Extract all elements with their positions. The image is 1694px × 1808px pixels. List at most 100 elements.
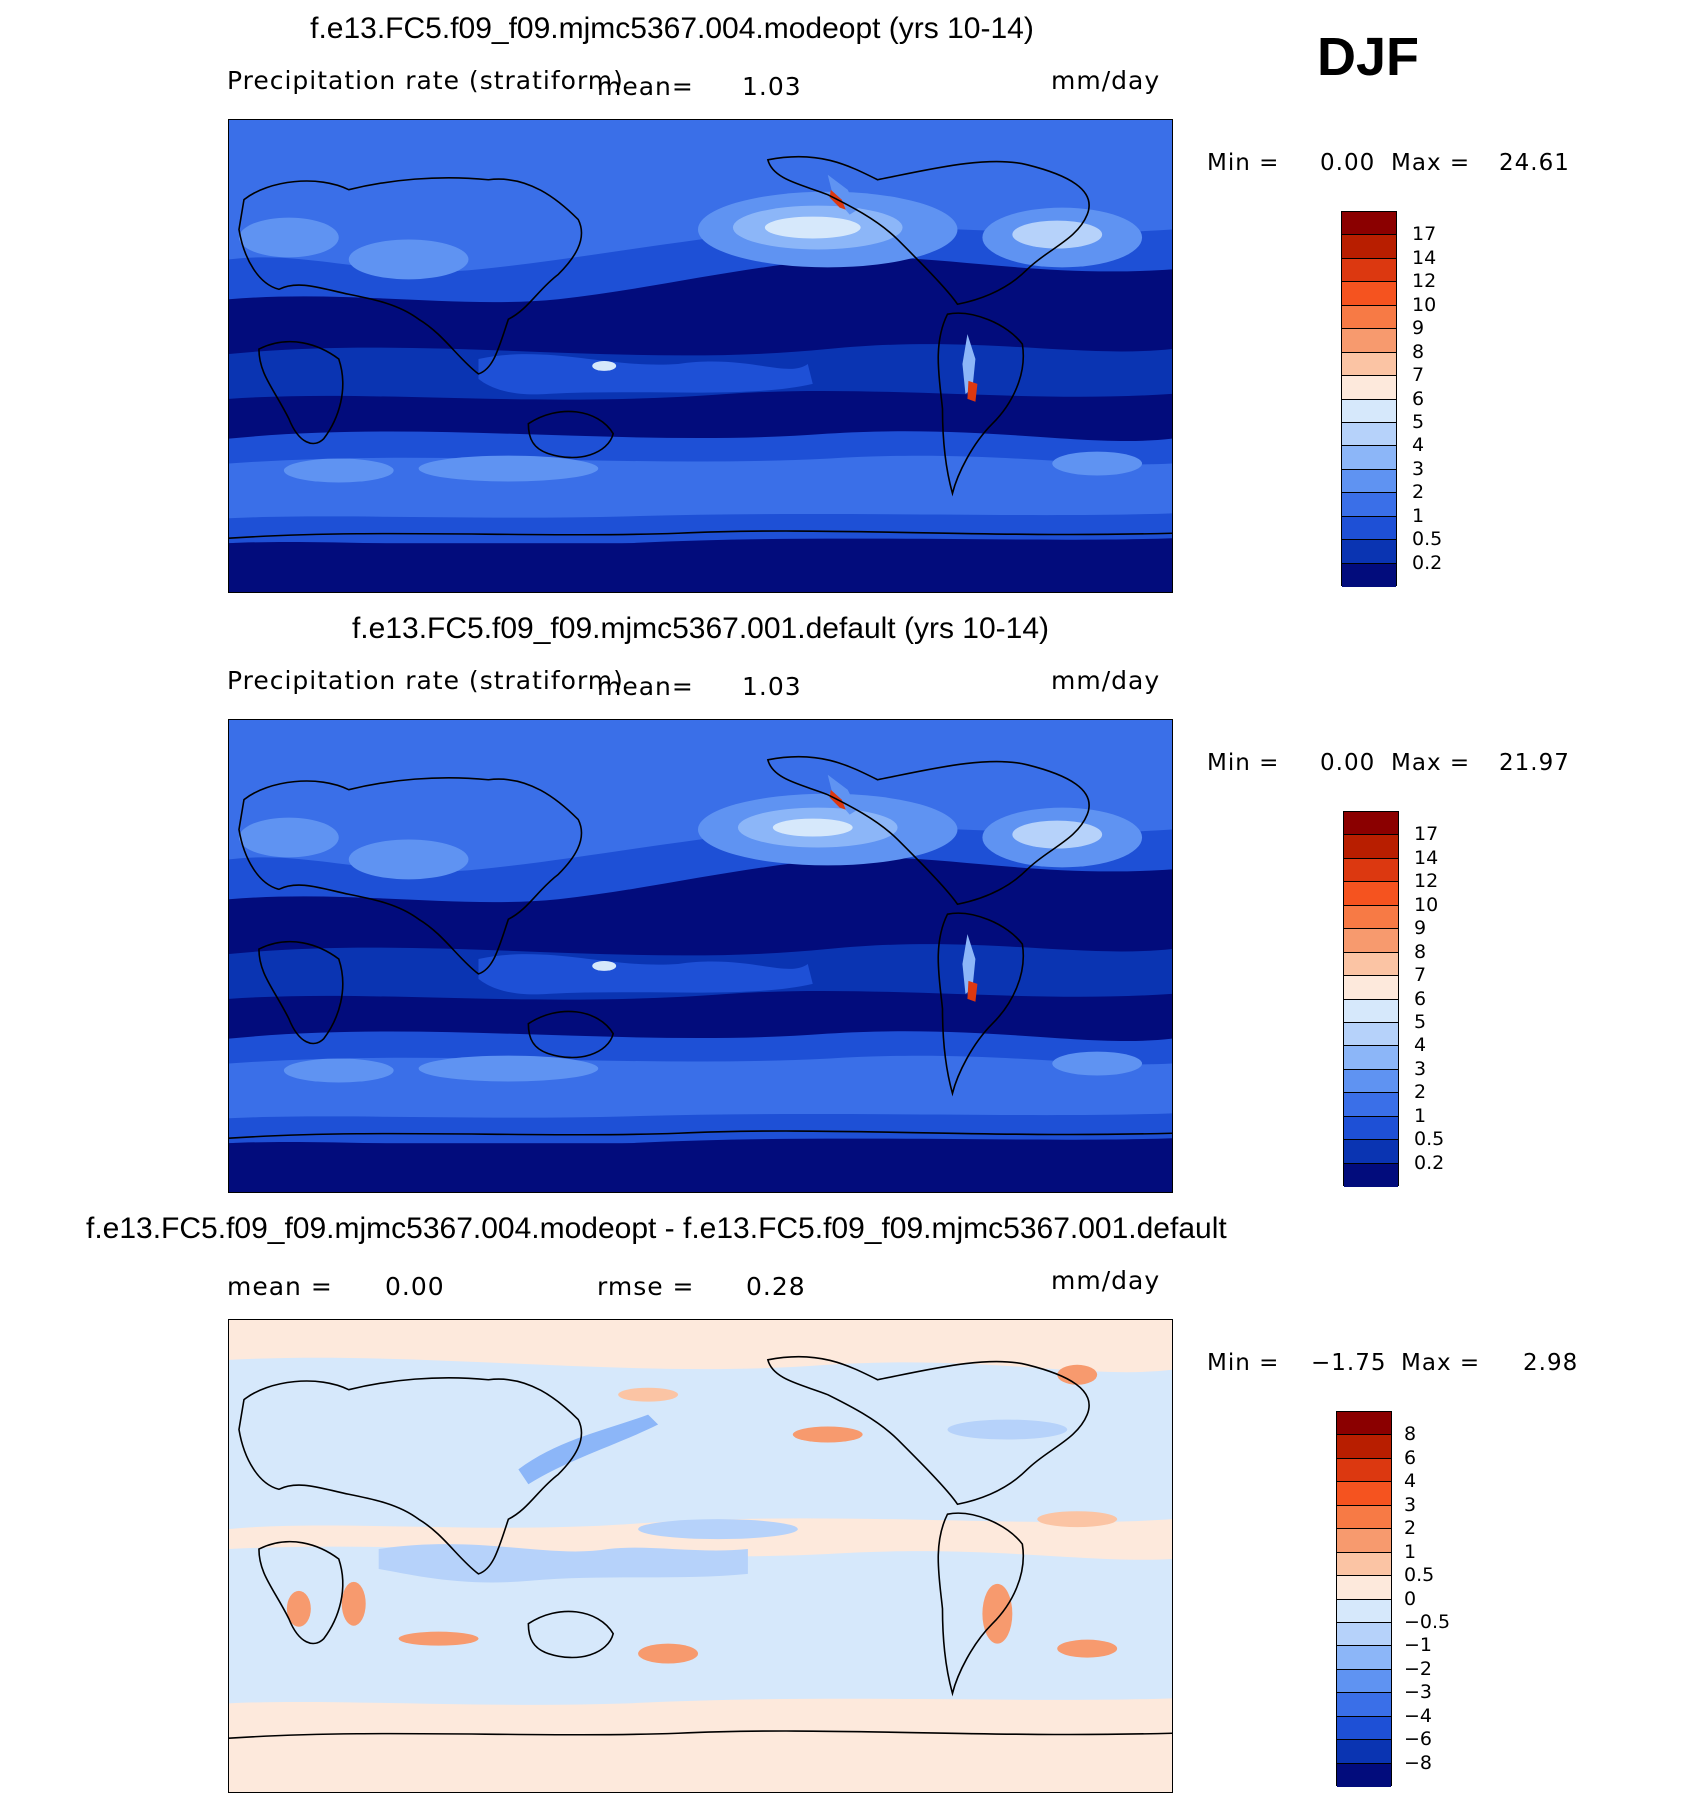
colorbar-swatch [1337, 1716, 1391, 1741]
colorbar-swatch [1337, 1435, 1391, 1459]
panel-3-title: f.e13.FC5.f09_f09.mjmc5367.004.modeopt -… [86, 1212, 1227, 1245]
panel-1-colorbar [1341, 211, 1397, 587]
colorbar-tick-label: 6 [1414, 987, 1427, 1010]
panel-2-min-value: 0.00 [1320, 750, 1376, 776]
colorbar-tick-label: 10 [1412, 293, 1437, 316]
colorbar-swatch [1342, 352, 1396, 377]
colorbar-swatch [1342, 329, 1396, 353]
colorbar-swatch [1342, 235, 1396, 259]
colorbar-swatch [1337, 1693, 1391, 1717]
colorbar-swatch [1344, 882, 1398, 906]
panel-1-title: f.e13.FC5.f09_f09.mjmc5367.004.modeopt (… [310, 12, 1034, 45]
colorbar-swatch [1342, 469, 1396, 494]
colorbar-tick-label: −2 [1404, 1657, 1433, 1680]
colorbar-tick-label: 4 [1412, 434, 1425, 457]
panel-3-mean-value: 0.00 [385, 1272, 445, 1301]
colorbar-tick-label: 0.2 [1412, 551, 1443, 574]
panel-3-mean-label: mean = [227, 1272, 333, 1301]
colorbar-swatch [1342, 563, 1396, 587]
colorbar-tick-label: 5 [1414, 1010, 1427, 1033]
panel-1-min-value: 0.00 [1320, 150, 1376, 176]
season-label: DJF [1317, 27, 1420, 87]
colorbar-swatch [1342, 493, 1396, 517]
colorbar-tick-label: 6 [1412, 387, 1425, 410]
colorbar-swatch [1337, 1412, 1391, 1436]
colorbar-swatch [1342, 258, 1396, 283]
colorbar-tick-label: 0.5 [1404, 1564, 1435, 1587]
colorbar-tick-label: 0.2 [1414, 1151, 1445, 1174]
colorbar-swatch [1344, 999, 1398, 1023]
colorbar-swatch [1344, 1163, 1398, 1187]
colorbar-swatch [1342, 282, 1396, 306]
colorbar-tick-label: 1 [1412, 504, 1425, 527]
panel-3-colorbar-labels: 8 6 4 3 2 1 0.5 0 −0.5 −1 −2 −3 −4 −6 −8 [1404, 1411, 1484, 1786]
colorbar-swatch [1342, 422, 1396, 447]
colorbar-tick-label: 1 [1414, 1104, 1427, 1127]
panel-2-colorbar-labels: 17 14 12 10 9 8 7 6 5 4 3 2 1 0.5 0.2 [1414, 811, 1494, 1186]
panel-2-max-label: Max = [1391, 750, 1471, 776]
colorbar-swatch [1342, 212, 1396, 236]
colorbar-tick-label: 8 [1414, 940, 1427, 963]
panel-3-rmse-value: 0.28 [746, 1272, 806, 1301]
colorbar-swatch [1337, 1529, 1391, 1553]
panel-1-min-label: Min = [1207, 150, 1280, 176]
colorbar-tick-label: 7 [1414, 964, 1427, 987]
panel-1-max-label: Max = [1391, 150, 1471, 176]
colorbar-tick-label: 12 [1414, 870, 1439, 893]
colorbar-swatch [1344, 1116, 1398, 1141]
colorbar-swatch [1342, 446, 1396, 470]
colorbar-swatch [1337, 1646, 1391, 1670]
colorbar-tick-label: 12 [1412, 270, 1437, 293]
panel-2-map [228, 719, 1173, 1193]
colorbar-tick-label: 4 [1404, 1470, 1417, 1493]
panel-2-units: mm/day [1051, 666, 1161, 695]
colorbar-tick-label: 7 [1412, 364, 1425, 387]
colorbar-swatch [1337, 1740, 1391, 1764]
panel-2-mean-label: mean= [597, 672, 694, 701]
colorbar-swatch [1344, 812, 1398, 836]
colorbar-swatch [1337, 1622, 1391, 1647]
colorbar-tick-label: −3 [1404, 1681, 1433, 1704]
colorbar-tick-label: −6 [1404, 1728, 1433, 1751]
colorbar-swatch [1337, 1458, 1391, 1483]
panel-2-max-value: 21.97 [1499, 750, 1570, 776]
colorbar-tick-label: 14 [1412, 246, 1437, 269]
colorbar-tick-label: 0.5 [1414, 1128, 1445, 1151]
colorbar-tick-label: 3 [1412, 457, 1425, 480]
panel-1-variable-label: Precipitation rate (stratiform) [227, 66, 624, 95]
panel-2-mean-value: 1.03 [742, 672, 802, 701]
colorbar-tick-label: 2 [1404, 1517, 1417, 1540]
colorbar-tick-label: −4 [1404, 1704, 1433, 1727]
colorbar-tick-label: 6 [1404, 1446, 1417, 1469]
panel-1-max-value: 24.61 [1499, 150, 1570, 176]
colorbar-tick-label: 17 [1412, 223, 1437, 246]
panel-1-mean-label: mean= [597, 72, 694, 101]
colorbar-tick-label: 2 [1414, 1081, 1427, 1104]
colorbar-swatch [1344, 929, 1398, 953]
colorbar-tick-label: −8 [1404, 1751, 1433, 1774]
panel-3-max-value: 2.98 [1523, 1350, 1579, 1376]
colorbar-swatch [1337, 1576, 1391, 1600]
panel-1-colorbar-labels: 17 14 12 10 9 8 7 6 5 4 3 2 1 0.5 0.2 [1412, 211, 1492, 586]
panel-3-units: mm/day [1051, 1266, 1161, 1295]
panel-3-colorbar [1336, 1411, 1392, 1787]
colorbar-tick-label: 10 [1414, 893, 1439, 916]
colorbar-swatch [1342, 540, 1396, 564]
colorbar-swatch [1337, 1763, 1391, 1787]
colorbar-tick-label: 3 [1404, 1493, 1417, 1516]
colorbar-swatch [1342, 516, 1396, 541]
panel-1-mean-value: 1.03 [742, 72, 802, 101]
colorbar-tick-label: 8 [1412, 340, 1425, 363]
colorbar-swatch [1337, 1669, 1391, 1694]
colorbar-swatch [1337, 1505, 1391, 1530]
colorbar-swatch [1344, 835, 1398, 859]
colorbar-tick-label: 14 [1414, 846, 1439, 869]
colorbar-tick-label: −0.5 [1404, 1610, 1451, 1633]
panel-2-min-label: Min = [1207, 750, 1280, 776]
colorbar-swatch [1337, 1552, 1391, 1577]
colorbar-swatch [1344, 858, 1398, 883]
colorbar-tick-label: 9 [1412, 317, 1425, 340]
panel-3-min-value: −1.75 [1311, 1350, 1387, 1376]
colorbar-swatch [1342, 399, 1396, 423]
colorbar-swatch [1337, 1599, 1391, 1623]
